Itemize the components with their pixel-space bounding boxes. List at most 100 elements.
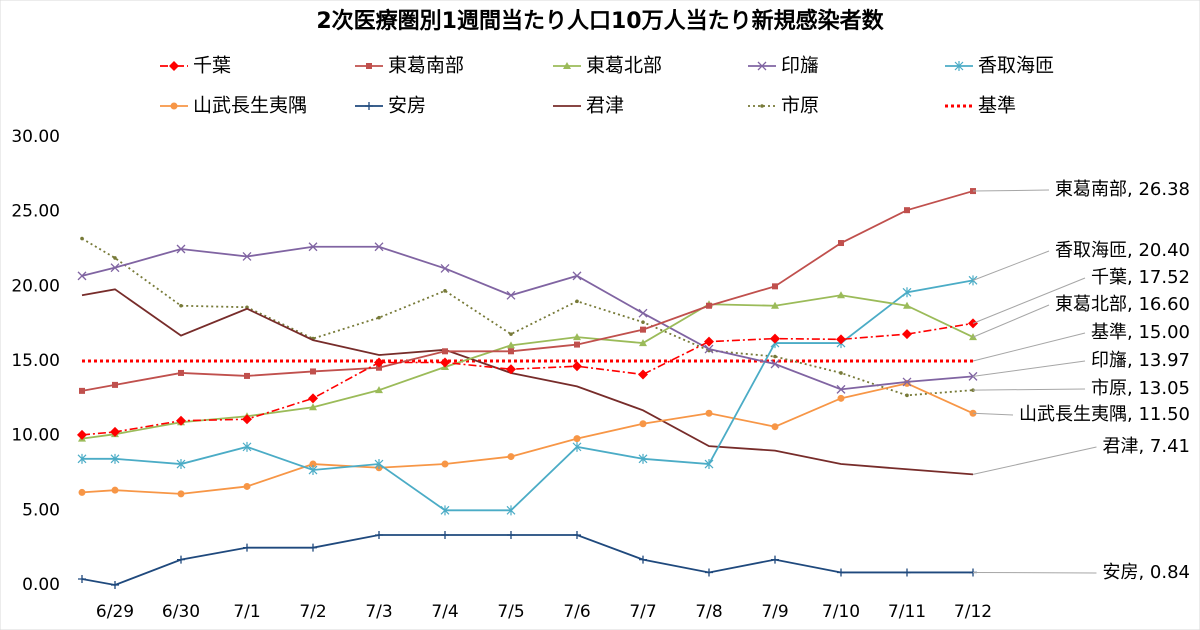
leader-line bbox=[972, 277, 1086, 324]
x-tick-label: 7/1 bbox=[233, 602, 260, 622]
marker bbox=[110, 426, 120, 437]
marker bbox=[308, 242, 318, 252]
legend-label: 基準 bbox=[978, 95, 1016, 117]
legend-item: 安房 bbox=[355, 95, 426, 117]
marker bbox=[563, 62, 571, 69]
end-label: 山武長生夷隅, 11.50 bbox=[1019, 404, 1190, 425]
marker bbox=[243, 482, 251, 490]
marker bbox=[573, 435, 581, 443]
marker bbox=[506, 290, 516, 300]
marker bbox=[242, 414, 252, 425]
legend-label: 東葛南部 bbox=[388, 55, 464, 77]
legend-label: 山武長生夷隅 bbox=[193, 95, 307, 117]
marker bbox=[572, 441, 582, 452]
marker bbox=[507, 530, 515, 539]
marker bbox=[902, 329, 912, 340]
marker bbox=[837, 394, 845, 402]
y-tick-label: 15.00 bbox=[11, 351, 60, 371]
marker bbox=[507, 453, 515, 461]
x-tick-label: 6/29 bbox=[96, 602, 134, 622]
leader-line bbox=[972, 360, 1086, 377]
marker bbox=[440, 505, 450, 516]
x-tick-label: 6/30 bbox=[162, 602, 200, 622]
marker bbox=[760, 104, 764, 108]
x-tick-label: 7/3 bbox=[365, 602, 392, 622]
marker bbox=[242, 252, 252, 261]
x-tick-label: 7/4 bbox=[431, 602, 458, 622]
leader-line bbox=[972, 304, 1050, 338]
marker bbox=[839, 371, 843, 375]
marker bbox=[506, 364, 516, 375]
marker bbox=[441, 460, 449, 468]
marker bbox=[705, 568, 713, 577]
x-tick-label: 7/5 bbox=[497, 602, 524, 622]
legend-label: 君津 bbox=[586, 95, 624, 117]
marker bbox=[375, 530, 383, 539]
marker bbox=[440, 263, 450, 273]
marker bbox=[639, 420, 647, 428]
marker bbox=[638, 369, 648, 380]
series bbox=[77, 242, 978, 394]
y-tick-label: 30.00 bbox=[11, 127, 60, 147]
marker bbox=[574, 341, 580, 348]
marker bbox=[308, 393, 318, 404]
marker bbox=[641, 320, 645, 324]
marker bbox=[309, 543, 317, 552]
marker bbox=[704, 344, 714, 354]
marker bbox=[838, 240, 844, 247]
marker bbox=[509, 332, 513, 336]
marker bbox=[572, 271, 582, 281]
marker bbox=[376, 364, 382, 371]
marker bbox=[374, 242, 384, 252]
leader-line bbox=[972, 388, 1086, 391]
marker bbox=[507, 341, 515, 349]
marker bbox=[638, 453, 648, 464]
y-tick-label: 20.00 bbox=[11, 276, 60, 296]
marker bbox=[244, 372, 250, 379]
y-tick-label: 0.00 bbox=[22, 575, 60, 595]
marker bbox=[169, 61, 179, 71]
marker bbox=[176, 459, 186, 470]
end-label: 印旛, 13.97 bbox=[1091, 350, 1190, 371]
marker bbox=[904, 207, 910, 214]
marker bbox=[308, 465, 318, 476]
marker bbox=[573, 530, 581, 539]
marker bbox=[575, 299, 579, 304]
marker bbox=[374, 357, 384, 368]
marker bbox=[309, 403, 317, 411]
leader-line bbox=[972, 571, 1097, 574]
marker bbox=[77, 271, 87, 281]
marker bbox=[112, 381, 118, 388]
marker bbox=[242, 441, 252, 452]
end-label: 東葛北部, 16.60 bbox=[1055, 294, 1190, 315]
marker bbox=[111, 581, 119, 589]
marker bbox=[638, 308, 648, 318]
marker bbox=[176, 415, 186, 426]
legend-label: 東葛北部 bbox=[586, 55, 662, 77]
legend-item: 市原 bbox=[748, 95, 819, 117]
marker bbox=[377, 315, 381, 320]
leader-line bbox=[972, 250, 1050, 281]
marker bbox=[640, 326, 646, 333]
marker bbox=[77, 453, 87, 464]
marker bbox=[441, 530, 449, 539]
series bbox=[77, 275, 978, 516]
x-tick-label: 7/9 bbox=[761, 602, 788, 622]
marker bbox=[902, 377, 912, 387]
series bbox=[78, 530, 977, 589]
marker bbox=[177, 555, 185, 564]
x-tick-label: 7/10 bbox=[822, 602, 860, 622]
legend-label: 香取海匝 bbox=[978, 55, 1054, 77]
marker bbox=[572, 361, 582, 372]
legend-item: 基準 bbox=[945, 95, 1016, 117]
y-tick-label: 5.00 bbox=[22, 500, 60, 520]
leader-line bbox=[972, 332, 1086, 362]
marker bbox=[80, 236, 84, 241]
legend-item: 東葛南部 bbox=[355, 55, 464, 77]
marker bbox=[170, 102, 178, 110]
end-label: 基準, 15.00 bbox=[1091, 322, 1190, 343]
legend-item: 君津 bbox=[553, 95, 624, 117]
marker bbox=[243, 543, 251, 552]
marker bbox=[706, 302, 712, 309]
